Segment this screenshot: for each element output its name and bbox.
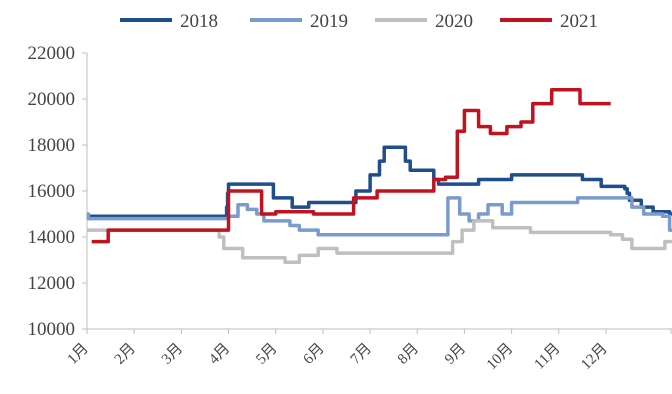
legend-label: 2018 — [180, 11, 218, 32]
y-tick-label: 22000 — [28, 43, 76, 64]
x-tick-label: 5月 — [253, 341, 280, 368]
y-tick-label: 20000 — [28, 89, 76, 110]
legend-item-2019: 2019 — [250, 11, 348, 32]
y-tick-label: 16000 — [28, 181, 76, 202]
legend-item-2021: 2021 — [500, 11, 598, 32]
y-tick-label: 18000 — [28, 135, 76, 156]
x-tick-label: 8月 — [395, 341, 422, 368]
legend-label: 2021 — [560, 11, 598, 32]
x-tick-label: 6月 — [300, 341, 327, 368]
plot-series — [86, 88, 672, 265]
series-line-2019 — [86, 196, 672, 237]
x-tick-label: 7月 — [348, 341, 375, 368]
x-tick-label: 4月 — [206, 341, 233, 368]
legend-item-2020: 2020 — [375, 11, 473, 32]
y-tick-label: 14000 — [28, 227, 76, 248]
y-tick-label: 12000 — [28, 273, 76, 294]
series-line-2018 — [86, 145, 672, 219]
x-tick-label: 11月 — [531, 341, 563, 373]
y-tick-label: 10000 — [28, 319, 76, 340]
x-tick-label: 12月 — [578, 341, 611, 374]
x-tick-label: 9月 — [442, 341, 469, 368]
x-axis: 1月 2月 3月 4月 5月 6月 7月 8月 9月 10月 11月 12月 — [65, 328, 672, 374]
x-tick-label: 10月 — [484, 341, 517, 374]
y-axis: 10000 12000 14000 16000 18000 20000 22000 — [28, 43, 88, 340]
x-tick-label: 1月 — [65, 341, 92, 368]
x-tick-label: 3月 — [159, 341, 186, 368]
legend-label: 2019 — [310, 11, 348, 32]
x-tick-label: 2月 — [112, 341, 139, 368]
series-line-2020 — [86, 219, 672, 265]
legend-label: 2020 — [435, 11, 473, 32]
x-ticks: 1月 2月 3月 4月 5月 6月 7月 8月 9月 10月 11月 12月 — [65, 329, 672, 374]
y-ticks: 10000 12000 14000 16000 18000 20000 22000 — [28, 43, 87, 340]
legend: 2018 2019 2020 2021 — [120, 11, 598, 32]
series-line-2021 — [91, 88, 611, 244]
legend-item-2018: 2018 — [120, 11, 218, 32]
